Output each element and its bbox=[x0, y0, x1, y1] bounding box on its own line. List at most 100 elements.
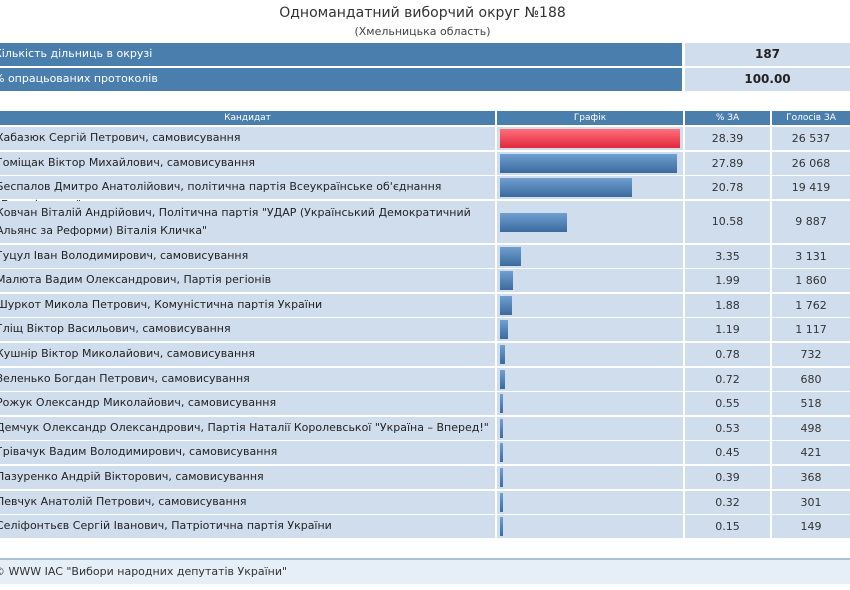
votes-cell: 301 bbox=[772, 491, 850, 514]
percent-cell: 3.35 bbox=[685, 245, 770, 268]
table-row: Беспалов Дмитро Анатолійович, політична … bbox=[0, 176, 850, 211]
candidate-name: Зеленько Богдан Петрович, самовисування bbox=[0, 372, 250, 385]
chart-cell bbox=[497, 392, 683, 415]
candidate-name: Гоміщак Віктор Михайлович, самовисування bbox=[0, 156, 256, 169]
chart-cell bbox=[497, 269, 683, 292]
votes-cell: 732 bbox=[772, 343, 850, 366]
votes-cell: 680 bbox=[772, 368, 850, 391]
percent-cell: 0.72 bbox=[685, 368, 770, 391]
chart-cell bbox=[497, 466, 683, 489]
summary-stations-label-text: Кількість дільниць в окрузі bbox=[0, 47, 153, 60]
candidate-cell: Беспалов Дмитро Анатолійович, політична … bbox=[0, 176, 495, 211]
candidate-name: Гуцул Іван Володимирович, самовисування bbox=[0, 249, 249, 262]
result-bar bbox=[500, 394, 503, 413]
percent-cell: 20.78 bbox=[685, 176, 770, 199]
summary-protocols-label-text: % опрацьованих протоколів bbox=[0, 72, 158, 85]
candidate-name: Малюта Вадим Олександрович, Партія регіо… bbox=[0, 273, 272, 286]
candidate-votes: 368 bbox=[800, 471, 822, 484]
candidate-percent: 28.39 bbox=[711, 132, 744, 145]
chart-cell bbox=[497, 417, 683, 440]
candidate-cell: Селіфонтьєв Сергій Іванович, Патріотична… bbox=[0, 515, 495, 538]
candidate-name: Кушнір Віктор Миколайович, самовисування bbox=[0, 347, 255, 360]
votes-cell: 19 419 bbox=[772, 176, 850, 199]
table-row: Малюта Вадим Олександрович, Партія регіо… bbox=[0, 269, 850, 292]
summary-protocols-label: % опрацьованих протоколів bbox=[0, 68, 682, 91]
table-row: Левчук Анатолій Петрович, самовисування … bbox=[0, 491, 850, 514]
candidate-votes: 1 117 bbox=[795, 323, 827, 336]
table-row: Кушнір Віктор Миколайович, самовисування… bbox=[0, 343, 850, 366]
candidate-percent: 1.88 bbox=[715, 299, 740, 312]
votes-cell: 149 bbox=[772, 515, 850, 538]
percent-cell: 1.99 bbox=[685, 269, 770, 292]
candidate-votes: 3 131 bbox=[795, 250, 827, 263]
candidate-votes: 680 bbox=[800, 373, 822, 386]
candidate-percent: 0.39 bbox=[715, 471, 740, 484]
candidate-cell: Ковчан Віталій Андрійович, Політична пар… bbox=[0, 201, 495, 243]
candidate-votes: 26 068 bbox=[791, 157, 831, 170]
table-row: Шуркот Микола Петрович, Комуністична пар… bbox=[0, 294, 850, 317]
header-chart: Графік bbox=[497, 111, 683, 125]
candidate-name: Гліщ Віктор Васильович, самовисування bbox=[0, 322, 231, 335]
result-bar bbox=[500, 320, 508, 339]
result-bar bbox=[500, 271, 513, 290]
candidate-cell: Левчук Анатолій Петрович, самовисування bbox=[0, 491, 495, 514]
result-bar bbox=[500, 178, 632, 197]
result-bar bbox=[500, 345, 505, 364]
candidate-percent: 1.99 bbox=[715, 274, 740, 287]
percent-cell: 1.88 bbox=[685, 294, 770, 317]
candidate-percent: 0.78 bbox=[715, 348, 740, 361]
percent-cell: 10.58 bbox=[685, 201, 770, 243]
percent-cell: 0.53 bbox=[685, 417, 770, 440]
candidate-votes: 421 bbox=[800, 446, 822, 459]
table-row: Селіфонтьєв Сергій Іванович, Патріотична… bbox=[0, 515, 850, 538]
table-row: Хабазюк Сергій Петрович, самовисування 2… bbox=[0, 127, 850, 150]
candidate-name: Лазуренко Андрій Вікторович, самовисуван… bbox=[0, 470, 264, 483]
candidate-votes: 301 bbox=[800, 496, 822, 509]
footer: © WWW IAC "Вибори народних депутатів Укр… bbox=[0, 558, 850, 584]
votes-cell: 3 131 bbox=[772, 245, 850, 268]
candidate-cell: Шуркот Микола Петрович, Комуністична пар… bbox=[0, 294, 495, 317]
candidate-name: Шуркот Микола Петрович, Комуністична пар… bbox=[0, 298, 323, 311]
table-row: Гліщ Віктор Васильович, самовисування 1.… bbox=[0, 318, 850, 341]
chart-cell bbox=[497, 343, 683, 366]
percent-cell: 0.45 bbox=[685, 441, 770, 464]
result-bar bbox=[500, 213, 567, 232]
candidate-percent: 0.55 bbox=[715, 397, 740, 410]
header-votes: Голосів ЗА bbox=[772, 111, 850, 125]
chart-cell bbox=[497, 515, 683, 538]
chart-cell bbox=[497, 245, 683, 268]
table-row: Демчук Олександр Олександрович, Партія Н… bbox=[0, 417, 850, 440]
candidate-cell: Гліщ Віктор Васильович, самовисування bbox=[0, 318, 495, 341]
candidate-cell: Гуцул Іван Володимирович, самовисування bbox=[0, 245, 495, 268]
percent-cell: 0.32 bbox=[685, 491, 770, 514]
percent-cell: 0.15 bbox=[685, 515, 770, 538]
result-bar bbox=[500, 493, 503, 512]
votes-cell: 26 068 bbox=[772, 152, 850, 175]
candidate-name: Селіфонтьєв Сергій Іванович, Патріотична… bbox=[0, 519, 332, 532]
candidate-cell: Малюта Вадим Олександрович, Партія регіо… bbox=[0, 269, 495, 292]
candidate-votes: 518 bbox=[800, 397, 822, 410]
votes-cell: 9 887 bbox=[772, 201, 850, 243]
candidate-name: Левчук Анатолій Петрович, самовисування bbox=[0, 495, 247, 508]
votes-cell: 1 117 bbox=[772, 318, 850, 341]
votes-cell: 368 bbox=[772, 466, 850, 489]
votes-cell: 518 bbox=[772, 392, 850, 415]
chart-cell bbox=[497, 176, 683, 199]
percent-cell: 27.89 bbox=[685, 152, 770, 175]
candidate-percent: 3.35 bbox=[715, 250, 740, 263]
table-row: Гуцул Іван Володимирович, самовисування … bbox=[0, 245, 850, 268]
percent-cell: 0.55 bbox=[685, 392, 770, 415]
candidate-cell: Зеленько Богдан Петрович, самовисування bbox=[0, 368, 495, 391]
candidate-votes: 732 bbox=[800, 348, 822, 361]
header-percent: % ЗА bbox=[685, 111, 770, 125]
table-row: Лазуренко Андрій Вікторович, самовисуван… bbox=[0, 466, 850, 489]
chart-cell bbox=[497, 318, 683, 341]
percent-cell: 1.19 bbox=[685, 318, 770, 341]
candidate-percent: 0.15 bbox=[715, 520, 740, 533]
chart-cell bbox=[497, 294, 683, 317]
table-row: Грівачук Вадим Володимирович, самовисува… bbox=[0, 441, 850, 464]
chart-cell bbox=[497, 201, 683, 243]
table-row: Ковчан Віталій Андрійович, Політична пар… bbox=[0, 201, 850, 243]
candidate-votes: 1 860 bbox=[795, 274, 827, 287]
chart-cell bbox=[497, 491, 683, 514]
